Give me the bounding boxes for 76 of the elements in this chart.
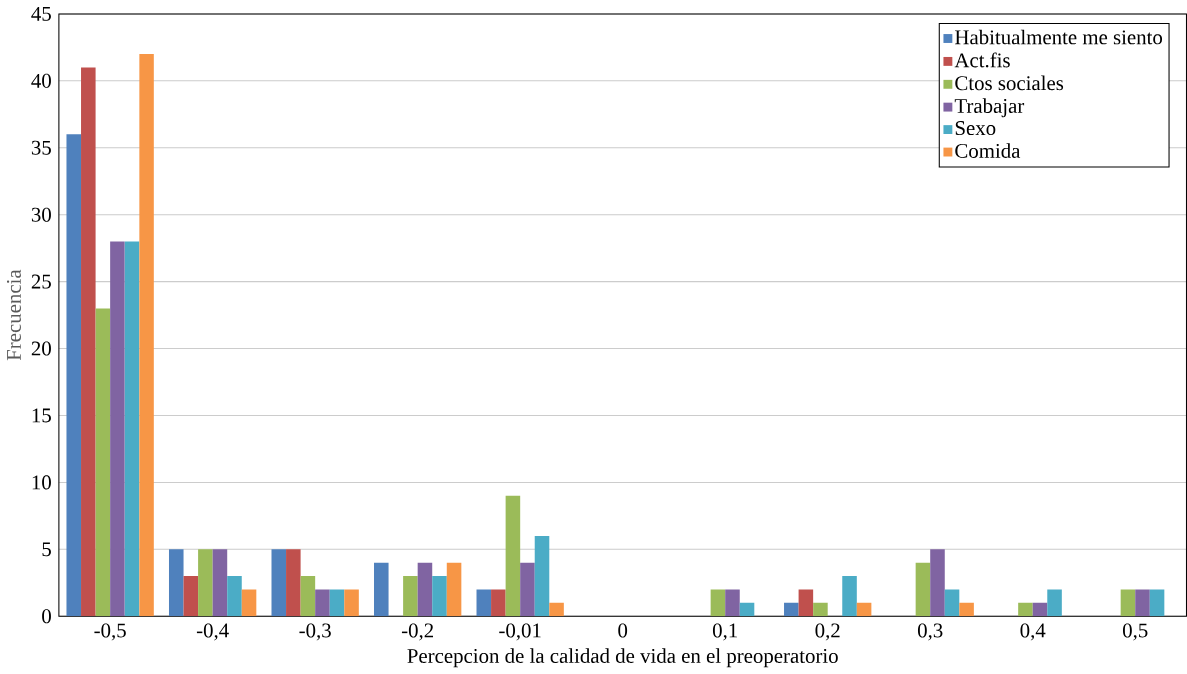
y-axis-title: Frecuencia	[6, 269, 21, 361]
y-tick-label: 15	[32, 408, 51, 423]
bar	[446, 562, 462, 617]
bar	[1149, 589, 1165, 617]
bar	[739, 602, 755, 617]
bar	[710, 589, 726, 617]
bar	[95, 308, 111, 617]
y-tick-label: 10	[32, 475, 51, 490]
bar	[66, 134, 82, 617]
x-tick-label: 0,2	[815, 623, 840, 641]
x-tick-label: 0,5	[1123, 623, 1148, 641]
legend-label: Sexo	[955, 121, 996, 136]
y-tick-label: 25	[31, 274, 51, 289]
bar	[1018, 602, 1033, 617]
bar	[344, 589, 359, 617]
legend-label: Ctos sociales	[955, 75, 1064, 91]
bar	[505, 495, 521, 617]
bar	[520, 562, 535, 617]
x-tick-label: 0,4	[1020, 623, 1046, 641]
x-tick-label: -0,3	[299, 623, 331, 641]
bar	[124, 241, 140, 617]
bar	[798, 589, 814, 617]
y-tick-label: 35	[31, 140, 51, 155]
bar	[1047, 589, 1062, 617]
legend-label: Act.fis	[954, 52, 1010, 68]
bar	[813, 602, 828, 617]
bar	[944, 589, 960, 617]
legend-label: Comida	[955, 143, 1021, 158]
x-tick-label: 0,1	[712, 623, 737, 641]
bar	[300, 576, 316, 617]
y-tick-label: 20	[31, 341, 51, 356]
y-tick-label: 40	[31, 73, 51, 88]
x-axis-title: Percepcion de la calidad de vida en el preoperatorio	[407, 648, 838, 668]
bar	[1120, 589, 1136, 617]
bar	[286, 549, 301, 617]
bar	[198, 549, 213, 617]
bar	[168, 549, 184, 617]
bar	[784, 602, 799, 617]
bar	[183, 576, 199, 617]
x-tick-label: 0,3	[917, 623, 943, 641]
y-tick-label: 0	[42, 609, 51, 624]
bar	[81, 67, 96, 617]
bar	[915, 562, 931, 617]
bar	[227, 576, 242, 617]
bar	[139, 53, 154, 617]
bar	[432, 576, 447, 617]
bar	[842, 576, 857, 617]
bar	[329, 589, 345, 617]
x-tick-label: -0,2	[401, 623, 434, 641]
legend-label: Trabajar	[954, 98, 1025, 118]
bar	[534, 535, 550, 617]
bar	[212, 549, 228, 617]
y-tick-label: 30	[31, 207, 51, 222]
bar	[930, 549, 945, 617]
bar	[403, 576, 418, 617]
x-tick-label: -0,4	[196, 623, 229, 641]
y-tick-label: 5	[42, 542, 51, 557]
bar	[1135, 589, 1150, 617]
x-tick-label: -0,5	[94, 623, 126, 641]
bar	[417, 562, 433, 617]
bar	[959, 602, 974, 617]
bar	[110, 241, 125, 617]
bar	[315, 589, 330, 617]
bar	[549, 602, 564, 617]
x-tick-label: 0	[618, 623, 628, 638]
bar	[491, 589, 506, 617]
bar	[241, 589, 257, 617]
x-tick-label: -0,01	[499, 623, 541, 641]
legend-label: Habitualmente me siento	[955, 29, 1163, 45]
bar	[476, 589, 492, 617]
bar	[374, 562, 389, 617]
bar	[1032, 602, 1048, 617]
bar	[856, 602, 872, 617]
bar	[271, 549, 287, 617]
y-tick-label: 45	[31, 6, 51, 21]
bar	[725, 589, 740, 617]
